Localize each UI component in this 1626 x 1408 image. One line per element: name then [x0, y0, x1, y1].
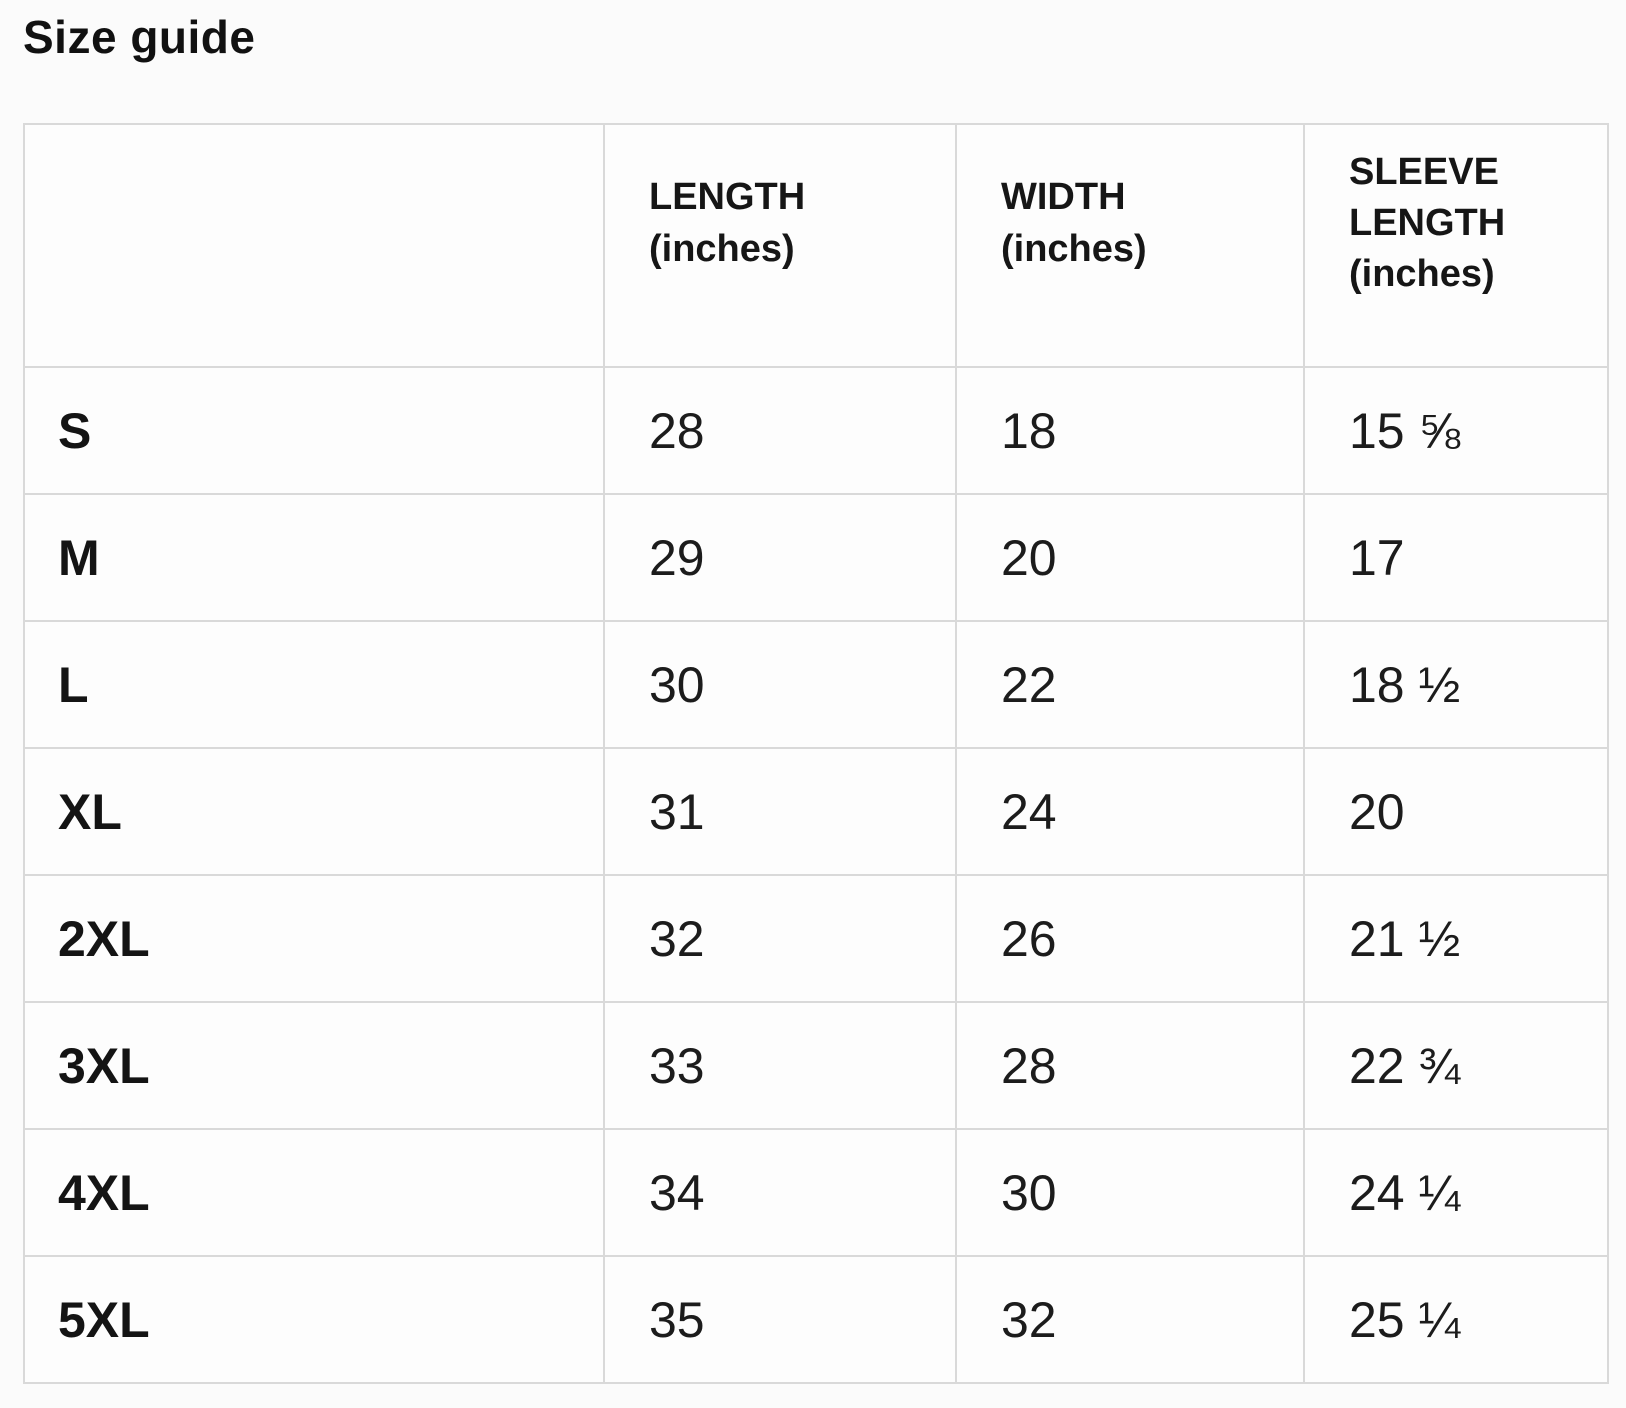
size-guide-table: LENGTH (inches) WIDTH (inches) SLEEVE LE…: [23, 123, 1609, 1384]
header-width-line2: (inches): [1001, 227, 1147, 270]
width-cell: 20: [955, 493, 1305, 622]
table-row-xl: XL 31 24 20: [23, 747, 1609, 876]
sleeve-cell: 22 ¾: [1303, 1001, 1609, 1130]
table-row-m: M 29 20 17: [23, 493, 1609, 622]
table-row-l: L 30 22 18 ½: [23, 620, 1609, 749]
width-cell: 18: [955, 366, 1305, 495]
header-cell-empty: [23, 123, 605, 368]
page-title: Size guide: [23, 11, 256, 63]
width-cell: 24: [955, 747, 1305, 876]
length-cell: 32: [603, 874, 957, 1003]
width-cell: 26: [955, 874, 1305, 1003]
size-cell: 2XL: [23, 874, 605, 1003]
header-sleeve-line1: SLEEVE: [1349, 150, 1499, 193]
size-cell: XL: [23, 747, 605, 876]
sleeve-cell: 25 ¼: [1303, 1255, 1609, 1384]
width-cell: 30: [955, 1128, 1305, 1257]
sleeve-cell: 18 ½: [1303, 620, 1609, 749]
sleeve-cell: 24 ¼: [1303, 1128, 1609, 1257]
sleeve-cell: 21 ½: [1303, 874, 1609, 1003]
table-row-2xl: 2XL 32 26 21 ½: [23, 874, 1609, 1003]
length-cell: 30: [603, 620, 957, 749]
width-cell: 28: [955, 1001, 1305, 1130]
table-row-4xl: 4XL 34 30 24 ¼: [23, 1128, 1609, 1257]
size-cell: L: [23, 620, 605, 749]
length-cell: 34: [603, 1128, 957, 1257]
header-cell-sleeve: SLEEVE LENGTH (inches): [1303, 123, 1609, 368]
sleeve-cell: 17: [1303, 493, 1609, 622]
length-cell: 31: [603, 747, 957, 876]
size-cell: 3XL: [23, 1001, 605, 1130]
size-cell: S: [23, 366, 605, 495]
header-width-line1: WIDTH: [1001, 176, 1126, 219]
header-length-line1: LENGTH: [649, 176, 806, 219]
header-sleeve-line3: (inches): [1349, 253, 1495, 296]
length-cell: 35: [603, 1255, 957, 1384]
length-cell: 29: [603, 493, 957, 622]
size-cell: M: [23, 493, 605, 622]
length-cell: 28: [603, 366, 957, 495]
table-row-5xl: 5XL 35 32 25 ¼: [23, 1255, 1609, 1384]
width-cell: 32: [955, 1255, 1305, 1384]
sleeve-cell: 20: [1303, 747, 1609, 876]
length-cell: 33: [603, 1001, 957, 1130]
header-length-line2: (inches): [649, 227, 795, 270]
size-cell: 5XL: [23, 1255, 605, 1384]
header-sleeve-line2: LENGTH: [1349, 201, 1506, 244]
width-cell: 22: [955, 620, 1305, 749]
header-cell-length: LENGTH (inches): [603, 123, 957, 368]
table-row-3xl: 3XL 33 28 22 ¾: [23, 1001, 1609, 1130]
header-row: LENGTH (inches) WIDTH (inches) SLEEVE LE…: [23, 123, 1609, 368]
table-row-s: S 28 18 15 ⅝: [23, 366, 1609, 495]
size-cell: 4XL: [23, 1128, 605, 1257]
header-cell-width: WIDTH (inches): [955, 123, 1305, 368]
sleeve-cell: 15 ⅝: [1303, 366, 1609, 495]
